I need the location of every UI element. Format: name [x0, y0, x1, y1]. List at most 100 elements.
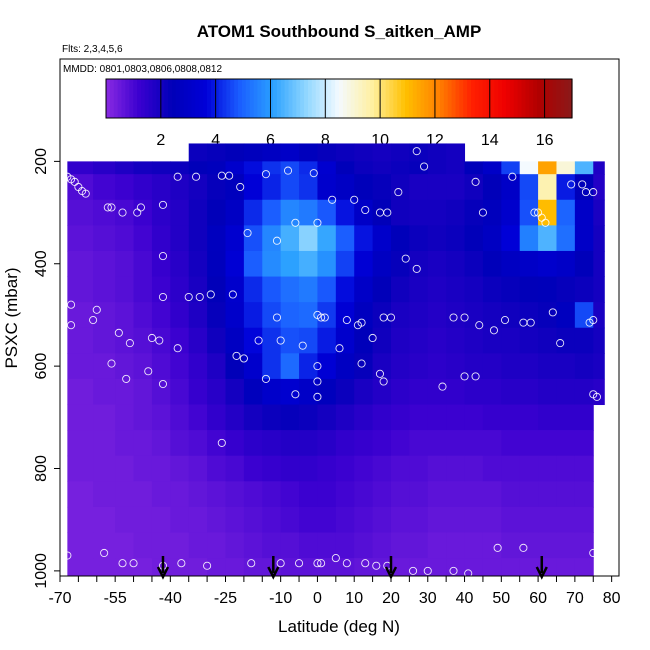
heatmap-cell	[446, 143, 466, 162]
colorbar-segment	[113, 79, 119, 118]
sample-point	[508, 172, 517, 181]
heatmap-cell	[409, 558, 429, 577]
heatmap-cell	[93, 532, 116, 559]
heatmap-cell	[574, 455, 594, 482]
heatmap-cell	[446, 455, 466, 482]
heatmap-cell	[501, 430, 521, 457]
heatmap-cell	[188, 174, 208, 201]
heatmap-cell	[574, 481, 594, 508]
heatmap-cell	[390, 302, 410, 329]
heatmap-cell	[225, 302, 245, 329]
sample-point	[195, 292, 204, 302]
heatmap-cell	[519, 174, 539, 201]
heatmap-cell	[446, 404, 466, 431]
colorbar-segment	[498, 79, 503, 118]
heatmap-cell	[133, 250, 153, 278]
heatmap-cell	[262, 174, 282, 201]
colorbar-segment	[381, 79, 387, 118]
sample-point	[328, 195, 337, 204]
colorbar-segment	[269, 79, 274, 118]
colorbar-segment	[238, 79, 243, 118]
heatmap-cell	[262, 378, 282, 406]
heatmap-cell	[501, 532, 521, 559]
heatmap-cell	[133, 378, 153, 406]
heatmap-cell	[262, 455, 282, 482]
heatmap-cell	[482, 250, 502, 278]
heatmap-cell	[93, 276, 116, 303]
sample-point	[173, 344, 182, 353]
heatmap-cell	[446, 302, 466, 329]
sample-point	[526, 318, 535, 327]
heatmap-cell	[482, 174, 502, 201]
sample-point	[144, 367, 153, 376]
heatmap-cell	[280, 481, 300, 508]
heatmap-cell	[556, 378, 576, 406]
heatmap-cell	[317, 455, 337, 482]
colorbar-segment	[420, 79, 426, 118]
heatmap-cell	[427, 143, 447, 162]
heatmap-cell	[427, 506, 447, 533]
heatmap-cell	[280, 143, 300, 162]
heatmap-cell	[67, 481, 94, 508]
colorbar-segment	[284, 79, 290, 118]
colorbar-segment	[253, 79, 259, 118]
heatmap-cell	[335, 353, 355, 380]
colorbar-segment	[362, 79, 367, 118]
heatmap-cell	[115, 506, 135, 533]
y-tick-label: 400	[33, 250, 50, 277]
heatmap-cell	[427, 404, 447, 431]
colorbar-segment	[152, 79, 158, 118]
sample-point	[100, 548, 109, 558]
heatmap-cell	[409, 455, 429, 482]
colorbar-segment	[486, 79, 492, 118]
heatmap-cell	[317, 161, 337, 175]
heatmap-cell	[335, 404, 355, 431]
heatmap-cell	[372, 532, 392, 559]
sample-point	[383, 208, 392, 217]
sample-point	[357, 359, 366, 368]
heatmap-cell	[151, 430, 171, 457]
heatmap-cell	[482, 558, 502, 577]
heatmap-cell	[519, 506, 539, 533]
sample-point	[283, 166, 293, 175]
heatmap-cell	[67, 161, 94, 175]
heatmap-cell	[151, 481, 171, 508]
sample-point	[158, 292, 168, 302]
heatmap-cell	[556, 250, 576, 278]
heatmap-cell	[427, 327, 447, 354]
colorbar-segment	[210, 79, 216, 118]
heatmap-cell	[593, 199, 605, 226]
colorbar-segment	[408, 79, 414, 118]
heatmap-cell	[501, 250, 521, 278]
heatmap-cell	[538, 378, 557, 406]
dates-label: MMDD: 0801,0803,0806,0808,0812	[63, 64, 222, 75]
heatmap-cell	[243, 143, 263, 162]
sample-point	[578, 180, 587, 189]
colorbar-segment	[187, 79, 193, 118]
heatmap-cell	[225, 276, 245, 303]
heatmap-cell	[151, 276, 171, 303]
heatmap-cell	[335, 378, 355, 406]
heatmap-cell	[188, 455, 208, 482]
colorbar-segment	[342, 79, 348, 118]
heatmap-cell	[67, 404, 94, 431]
heatmap-cell	[464, 404, 484, 431]
heatmap-cell	[538, 302, 557, 329]
colorbar-segment	[288, 79, 293, 118]
heatmap-cell	[335, 302, 355, 329]
sample-point	[147, 333, 156, 343]
sample-point	[317, 313, 326, 322]
heatmap-cell	[243, 455, 263, 482]
colorbar-segment	[471, 79, 476, 118]
sample-point	[89, 316, 98, 325]
sample-point	[589, 316, 598, 325]
colorbar-segment	[234, 79, 239, 118]
colorbar-segment	[467, 79, 472, 118]
sample-point	[81, 189, 90, 198]
heatmap-cell	[225, 378, 245, 406]
sample-point	[460, 313, 469, 322]
heatmap-cell	[390, 276, 410, 303]
y-axis: 200 400 600 800 1000	[33, 148, 60, 589]
sample-point	[217, 438, 226, 447]
